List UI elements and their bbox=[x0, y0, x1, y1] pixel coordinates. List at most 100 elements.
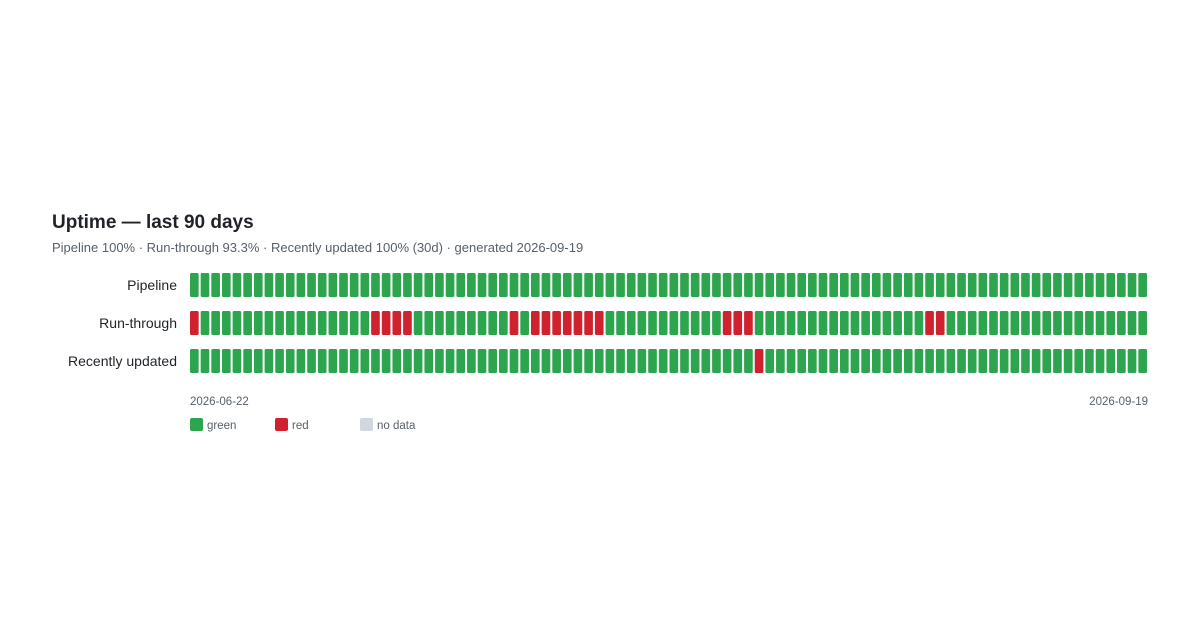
day-cell[interactable] bbox=[967, 349, 977, 373]
day-cell[interactable] bbox=[765, 349, 775, 373]
day-cell[interactable] bbox=[253, 349, 263, 373]
day-cell[interactable] bbox=[786, 311, 796, 335]
day-cell[interactable] bbox=[989, 273, 998, 297]
day-cell[interactable] bbox=[328, 273, 338, 297]
day-cell[interactable] bbox=[935, 349, 945, 373]
day-cell[interactable] bbox=[403, 311, 412, 335]
day-cell[interactable] bbox=[754, 349, 764, 373]
day-cell[interactable] bbox=[712, 311, 721, 335]
day-cell[interactable] bbox=[541, 349, 551, 373]
day-cell[interactable] bbox=[573, 311, 583, 335]
day-cell[interactable] bbox=[999, 311, 1009, 335]
day-cell[interactable] bbox=[1063, 311, 1073, 335]
day-cell[interactable] bbox=[626, 273, 636, 297]
day-cell[interactable] bbox=[648, 273, 657, 297]
day-cell[interactable] bbox=[925, 311, 934, 335]
day-cell[interactable] bbox=[1117, 311, 1126, 335]
day-cell[interactable] bbox=[1138, 273, 1147, 297]
day-cell[interactable] bbox=[211, 311, 220, 335]
day-cell[interactable] bbox=[616, 273, 625, 297]
day-cell[interactable] bbox=[339, 311, 348, 335]
day-cell[interactable] bbox=[296, 311, 306, 335]
day-cell[interactable] bbox=[1021, 273, 1030, 297]
day-cell[interactable] bbox=[637, 311, 647, 335]
day-cell[interactable] bbox=[477, 311, 487, 335]
day-cell[interactable] bbox=[861, 311, 870, 335]
day-cell[interactable] bbox=[989, 311, 998, 335]
day-cell[interactable] bbox=[339, 349, 348, 373]
day-cell[interactable] bbox=[1117, 349, 1126, 373]
day-cell[interactable] bbox=[712, 349, 721, 373]
day-cell[interactable] bbox=[616, 311, 625, 335]
day-cell[interactable] bbox=[754, 311, 764, 335]
day-cell[interactable] bbox=[1106, 273, 1116, 297]
day-cell[interactable] bbox=[1010, 273, 1020, 297]
day-cell[interactable] bbox=[967, 273, 977, 297]
day-cell[interactable] bbox=[413, 349, 423, 373]
day-cell[interactable] bbox=[445, 273, 455, 297]
day-cell[interactable] bbox=[520, 311, 529, 335]
day-cell[interactable] bbox=[467, 349, 476, 373]
day-cell[interactable] bbox=[871, 349, 881, 373]
day-cell[interactable] bbox=[190, 273, 199, 297]
day-cell[interactable] bbox=[1031, 349, 1041, 373]
day-cell[interactable] bbox=[200, 349, 210, 373]
day-cell[interactable] bbox=[317, 349, 327, 373]
day-cell[interactable] bbox=[1095, 311, 1105, 335]
day-cell[interactable] bbox=[573, 273, 583, 297]
day-cell[interactable] bbox=[957, 349, 966, 373]
day-cell[interactable] bbox=[658, 349, 668, 373]
day-cell[interactable] bbox=[190, 311, 199, 335]
day-cell[interactable] bbox=[1042, 349, 1052, 373]
day-cell[interactable] bbox=[797, 273, 807, 297]
day-cell[interactable] bbox=[285, 273, 295, 297]
day-cell[interactable] bbox=[861, 273, 870, 297]
day-cell[interactable] bbox=[658, 273, 668, 297]
day-cell[interactable] bbox=[1138, 311, 1147, 335]
day-cell[interactable] bbox=[594, 349, 604, 373]
day-cell[interactable] bbox=[499, 273, 508, 297]
day-cell[interactable] bbox=[776, 311, 785, 335]
day-cell[interactable] bbox=[1021, 311, 1030, 335]
day-cell[interactable] bbox=[467, 273, 476, 297]
day-cell[interactable] bbox=[893, 311, 902, 335]
day-cell[interactable] bbox=[957, 311, 966, 335]
day-cell[interactable] bbox=[1042, 273, 1052, 297]
day-cell[interactable] bbox=[669, 349, 679, 373]
day-cell[interactable] bbox=[914, 311, 924, 335]
day-cell[interactable] bbox=[264, 349, 274, 373]
day-cell[interactable] bbox=[456, 273, 466, 297]
day-cell[interactable] bbox=[871, 273, 881, 297]
day-cell[interactable] bbox=[1053, 311, 1062, 335]
day-cell[interactable] bbox=[690, 311, 700, 335]
day-cell[interactable] bbox=[253, 273, 263, 297]
day-cell[interactable] bbox=[765, 311, 775, 335]
day-cell[interactable] bbox=[1042, 311, 1052, 335]
day-cell[interactable] bbox=[1063, 273, 1073, 297]
day-cell[interactable] bbox=[957, 273, 966, 297]
day-cell[interactable] bbox=[818, 311, 828, 335]
day-cell[interactable] bbox=[264, 273, 274, 297]
day-cell[interactable] bbox=[456, 349, 466, 373]
day-cell[interactable] bbox=[925, 273, 934, 297]
day-cell[interactable] bbox=[296, 273, 306, 297]
day-cell[interactable] bbox=[744, 349, 753, 373]
day-cell[interactable] bbox=[925, 349, 934, 373]
day-cell[interactable] bbox=[584, 273, 593, 297]
day-cell[interactable] bbox=[541, 273, 551, 297]
day-cell[interactable] bbox=[1127, 311, 1137, 335]
day-cell[interactable] bbox=[221, 349, 231, 373]
day-cell[interactable] bbox=[1074, 349, 1084, 373]
day-cell[interactable] bbox=[221, 273, 231, 297]
day-cell[interactable] bbox=[445, 311, 455, 335]
day-cell[interactable] bbox=[328, 311, 338, 335]
day-cell[interactable] bbox=[669, 273, 679, 297]
day-cell[interactable] bbox=[243, 311, 252, 335]
day-cell[interactable] bbox=[424, 311, 434, 335]
day-cell[interactable] bbox=[1063, 349, 1073, 373]
day-cell[interactable] bbox=[360, 349, 370, 373]
day-cell[interactable] bbox=[701, 311, 711, 335]
day-cell[interactable] bbox=[829, 311, 838, 335]
day-cell[interactable] bbox=[850, 273, 860, 297]
day-cell[interactable] bbox=[1095, 273, 1105, 297]
